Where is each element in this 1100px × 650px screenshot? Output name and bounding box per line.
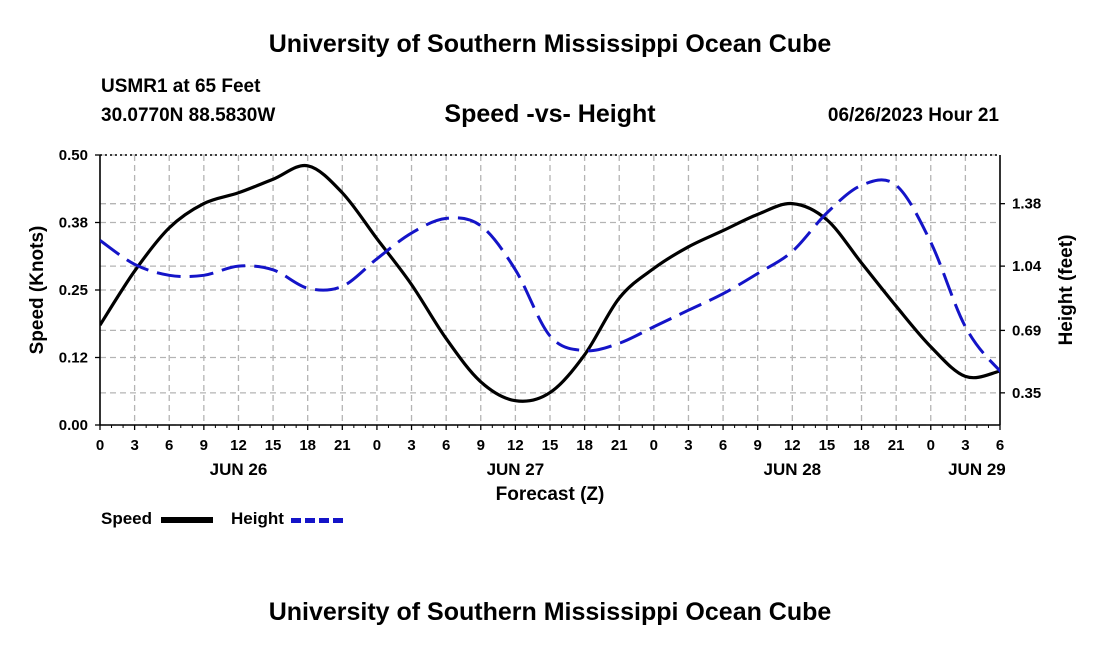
legend-speed-label: Speed — [101, 509, 153, 528]
run-time: 06/26/2023 Hour 21 — [827, 105, 999, 126]
x-tick-label: 21 — [611, 437, 628, 454]
x-tick-label: 3 — [961, 437, 969, 454]
x-tick-label: 12 — [507, 437, 524, 454]
x-date-label: JUN 26 — [210, 460, 268, 479]
x-tick-label: 0 — [373, 437, 381, 454]
series-line-height — [100, 178, 1000, 373]
x-tick-label: 0 — [650, 437, 658, 454]
x-tick-label: 6 — [442, 437, 450, 454]
x-tick-label: 3 — [684, 437, 692, 454]
x-tick-label: 6 — [719, 437, 727, 454]
x-tick-label: 18 — [853, 437, 870, 454]
x-tick-label: 0 — [96, 437, 104, 454]
x-date-label: JUN 27 — [487, 460, 545, 479]
x-tick-label: 6 — [165, 437, 173, 454]
legend-height-label: Height — [231, 509, 284, 528]
y2-tick-label: 1.04 — [1012, 258, 1042, 275]
x-tick-label: 9 — [200, 437, 208, 454]
x-tick-label: 3 — [130, 437, 138, 454]
x-tick-label: 18 — [299, 437, 316, 454]
y-tick-label: 0.12 — [59, 350, 88, 367]
x-date-label: JUN 29 — [948, 460, 1006, 479]
y-tick-label: 0.00 — [59, 417, 88, 434]
x-tick-label: 15 — [542, 437, 559, 454]
x-tick-label: 12 — [230, 437, 247, 454]
legend-height-swatch — [291, 518, 343, 523]
station-coordinates: 30.0770N 88.5830W — [101, 105, 276, 126]
series-line-speed — [100, 163, 1000, 403]
y-axis-title: Speed (Knots) — [27, 226, 48, 355]
chart-subtitle: Speed -vs- Height — [444, 100, 656, 128]
y-tick-label: 0.25 — [59, 282, 88, 299]
y2-axis-title: Height (feet) — [1056, 235, 1077, 346]
y2-tick-label: 0.35 — [1012, 385, 1041, 402]
x-tick-label: 0 — [927, 437, 935, 454]
x-tick-label: 21 — [334, 437, 351, 454]
x-date-label: JUN 28 — [763, 460, 821, 479]
x-tick-label: 9 — [754, 437, 762, 454]
x-tick-label: 15 — [265, 437, 282, 454]
y-tick-label: 0.50 — [59, 147, 88, 164]
x-tick-label: 9 — [477, 437, 485, 454]
legend-speed-swatch — [161, 517, 213, 523]
chart-main-title: University of Southern Mississippi Ocean… — [268, 30, 832, 58]
x-tick-label: 18 — [576, 437, 593, 454]
x-tick-label: 6 — [996, 437, 1004, 454]
footer-title: University of Southern Mississippi Ocean… — [268, 598, 832, 626]
x-tick-label: 21 — [888, 437, 905, 454]
plot-area — [100, 163, 1000, 403]
x-tick-label: 3 — [407, 437, 415, 454]
y2-tick-label: 0.69 — [1012, 322, 1041, 339]
y-tick-label: 0.38 — [59, 215, 88, 232]
x-tick-label: 12 — [784, 437, 801, 454]
station-name: USMR1 at 65 Feet — [101, 76, 261, 97]
y2-tick-label: 1.38 — [1012, 196, 1041, 213]
x-tick-label: 15 — [819, 437, 836, 454]
x-axis-title: Forecast (Z) — [496, 484, 605, 505]
